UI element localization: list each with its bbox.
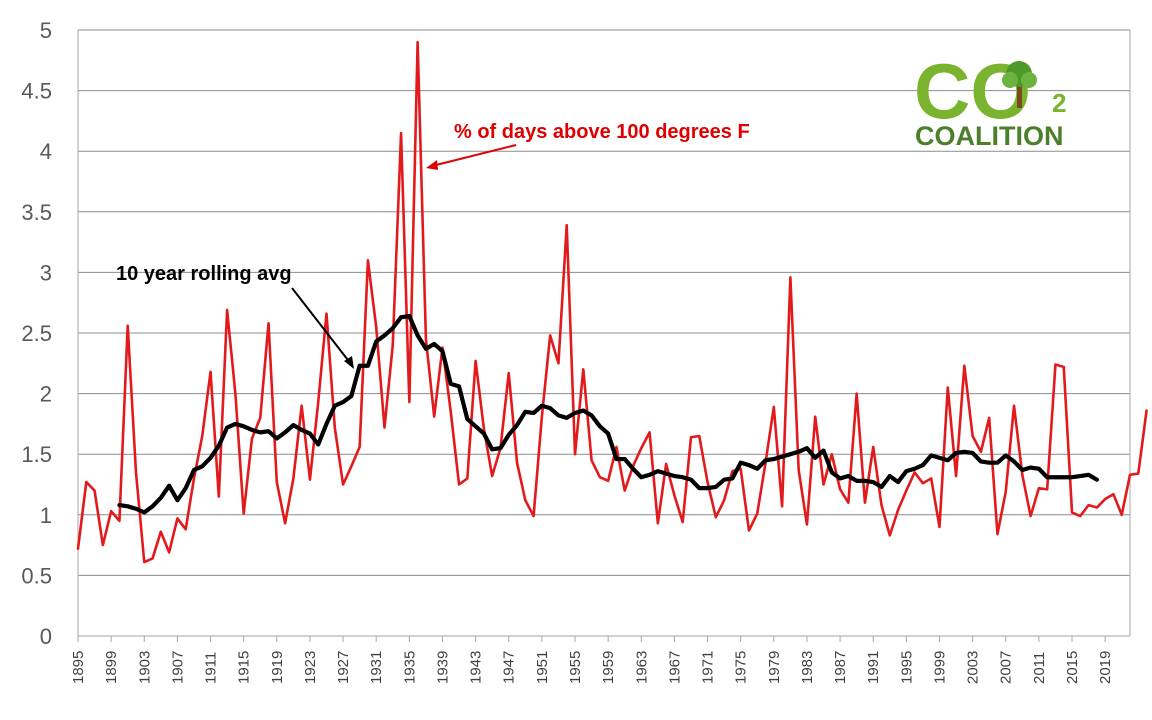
annotation-red-arrow [431, 144, 517, 167]
annotation-black-arrowhead [344, 356, 354, 369]
series-group [76, 40, 1148, 564]
logo-co-text: CO [914, 47, 1031, 135]
gridlines [77, 29, 1131, 637]
annotation-red: % of days above 100 degrees F [426, 121, 750, 170]
tree-icon [1002, 61, 1037, 108]
x-tick-label: 1987 [832, 651, 849, 684]
series-line-pct-days-above-100 [76, 40, 1148, 564]
x-tick-label: 1903 [136, 651, 153, 684]
x-tick-label: 1959 [600, 651, 617, 684]
annotation-black-label: 10 year rolling avg [116, 263, 292, 285]
x-tick-label: 1935 [401, 651, 418, 684]
x-tick-label: 1899 [103, 651, 120, 684]
x-tick-label: 1911 [203, 652, 220, 684]
x-tick-label: 1979 [766, 651, 783, 684]
y-tick-label: 5 [40, 18, 52, 43]
y-tick-label: 3.5 [21, 200, 52, 225]
x-tick-label: 1907 [169, 651, 186, 684]
x-tick-label: 1951 [534, 651, 551, 684]
x-tick-label: 1999 [931, 651, 948, 684]
x-tick-label: 2015 [1064, 651, 1081, 684]
x-axis-ticks: 1895 1899 1903 1907 1911 1915 1919 1923 1927 1931… [70, 636, 1114, 684]
annotation-black-arrow [291, 287, 352, 365]
annotation-black: 10 year rolling avg [116, 263, 354, 369]
x-tick-label: 1967 [666, 651, 683, 684]
y-tick-label: 4 [40, 139, 52, 164]
x-tick-label: 1943 [468, 651, 485, 684]
x-tick-label: 1927 [335, 651, 352, 684]
annotation-red-label: % of days above 100 degrees F [454, 121, 750, 143]
annotation-red-arrowhead [426, 160, 438, 170]
y-tick-label: 1 [40, 503, 52, 528]
x-tick-label: 1983 [799, 651, 816, 684]
series-line-rolling-avg [117, 313, 1099, 515]
x-tick-label: 1915 [236, 651, 253, 684]
x-tick-label: 1923 [302, 651, 319, 684]
y-tick-label: 0.5 [21, 563, 52, 588]
y-tick-label: 1.5 [21, 442, 52, 467]
logo-name: COALITION [915, 121, 1064, 151]
x-tick-label: 1963 [633, 651, 650, 684]
x-tick-label: 1931 [368, 651, 385, 684]
y-tick-label: 0 [40, 624, 52, 649]
x-tick-label: 1975 [733, 651, 750, 684]
y-tick-label: 4.5 [21, 79, 52, 104]
x-tick-label: 2019 [1097, 651, 1114, 684]
x-tick-label: 2003 [965, 651, 982, 684]
x-tick-label: 1939 [434, 651, 451, 684]
x-tick-label: 1895 [70, 651, 87, 684]
x-tick-label: 1991 [865, 651, 882, 684]
y-axis-ticks: 0 0.5 1 1.5 2 2.5 3 3.5 4 4.5 5 [21, 18, 52, 649]
co2-coalition-logo: CO 2 COALITION [914, 47, 1066, 151]
x-tick-label: 1995 [898, 651, 915, 684]
x-tick-label: 1955 [567, 651, 584, 684]
x-tick-label: 2011 [1031, 652, 1048, 684]
logo-subscript: 2 [1052, 88, 1066, 118]
y-tick-label: 2.5 [21, 321, 52, 346]
y-tick-label: 2 [40, 382, 52, 407]
x-tick-label: 1919 [269, 651, 286, 684]
y-tick-label: 3 [40, 260, 52, 285]
x-tick-label: 1947 [501, 651, 518, 684]
x-tick-label: 2007 [998, 651, 1015, 684]
x-tick-label: 1971 [700, 651, 717, 684]
